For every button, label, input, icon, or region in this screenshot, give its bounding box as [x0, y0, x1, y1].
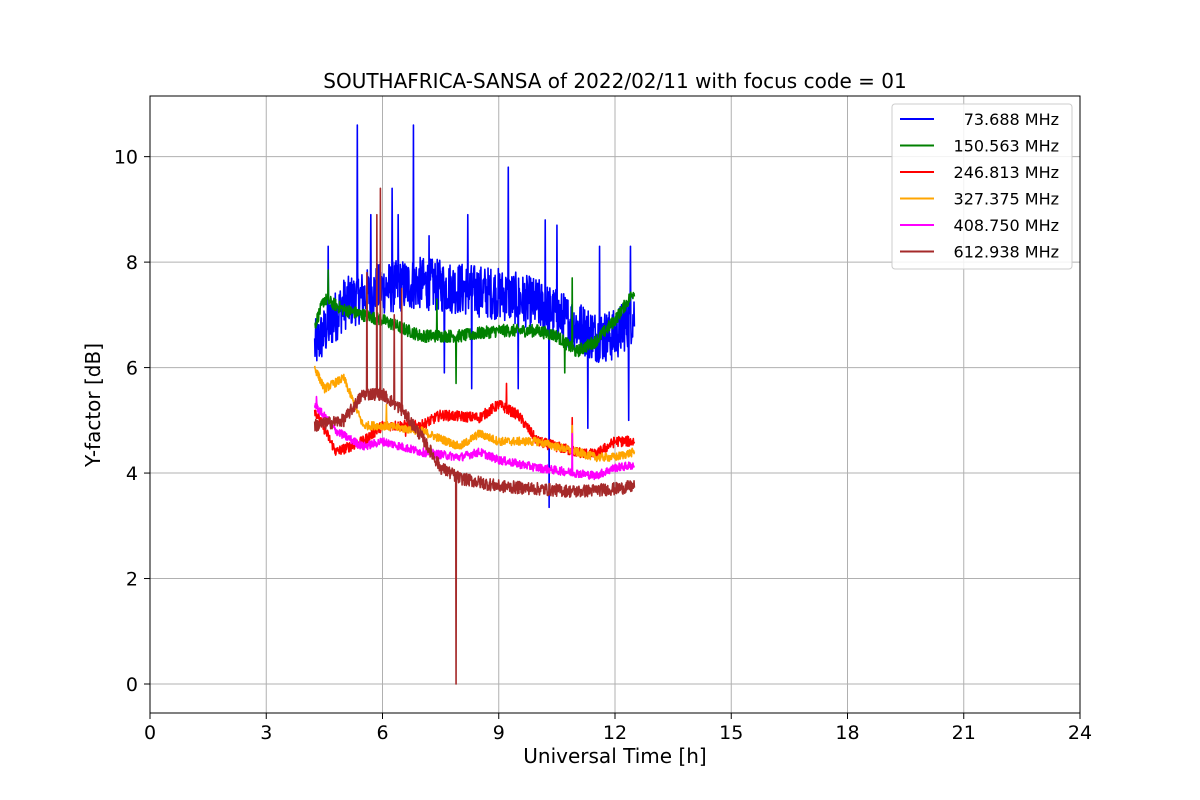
chart-title: SOUTHAFRICA-SANSA of 2022/02/11 with foc…: [323, 69, 907, 93]
y-tick-label: 6: [126, 358, 138, 380]
series-line-0: [313, 124, 636, 509]
plot-lines: [313, 124, 636, 685]
legend-label: 327.375 MHz: [954, 190, 1059, 209]
legend-label: 612.938 MHz: [954, 243, 1059, 262]
x-tick-label: 12: [603, 722, 627, 744]
y-tick-label: 10: [114, 147, 138, 169]
y-tick-label: 4: [126, 463, 138, 485]
series-line-1: [314, 269, 636, 385]
x-tick-label: 3: [260, 722, 272, 744]
x-tick-label: 9: [493, 722, 505, 744]
x-tick-label: 6: [376, 722, 388, 744]
legend-label: 73.688 MHz: [964, 110, 1059, 129]
legend: 73.688 MHz 150.563 MHz 246.813 MHz 327.375 …: [891, 103, 1073, 270]
y-tick-label: 2: [126, 569, 138, 591]
y-tick-label: 8: [126, 252, 138, 274]
legend-box: [891, 103, 1073, 270]
x-tick-label: 18: [835, 722, 859, 744]
x-tick-label: 0: [144, 722, 156, 744]
legend-label: 150.563 MHz: [954, 137, 1059, 156]
legend-label: 246.813 MHz: [954, 163, 1059, 182]
series-line-5: [313, 187, 636, 685]
x-tick-label: 24: [1068, 722, 1092, 744]
y-axis-label: Y-factor [dB]: [81, 343, 105, 468]
series-line-3: [313, 365, 636, 463]
x-ticks: 0 3 6 9 12 15 18 21 24: [144, 713, 1092, 744]
series-line-4: [313, 395, 636, 481]
x-axis-label: Universal Time [h]: [523, 744, 706, 768]
y-tick-label: 0: [126, 674, 138, 696]
x-tick-label: 15: [719, 722, 743, 744]
x-tick-label: 21: [952, 722, 976, 744]
y-ticks: 0 2 4 6 8 10: [114, 147, 150, 696]
legend-label: 408.750 MHz: [954, 216, 1059, 235]
